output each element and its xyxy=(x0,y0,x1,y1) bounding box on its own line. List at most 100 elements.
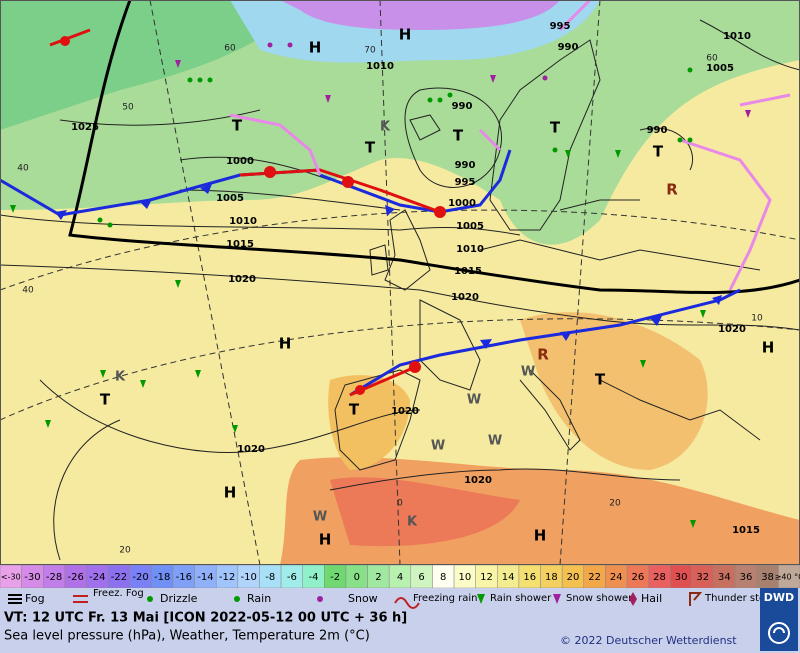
scale-label: 4 xyxy=(397,572,403,583)
thunderstorm-mark: R xyxy=(537,346,549,364)
scale-label: <-30 xyxy=(1,573,21,582)
scale-label: 2 xyxy=(375,572,381,583)
scale-label: -12 xyxy=(219,572,235,583)
scale-label: -10 xyxy=(240,572,256,583)
high-center: H xyxy=(534,527,547,545)
legend-label: Freezing rain xyxy=(413,593,477,604)
fog-icon xyxy=(8,594,22,604)
precip-symbols xyxy=(10,67,706,528)
warm-air-mark: W xyxy=(488,434,502,449)
temperature-scale: <-30 -30 -28 -26 -24 -22 -20 -18 -16 -14 -12 -10 -8-… xyxy=(0,565,800,588)
cold-front xyxy=(319,149,512,214)
valid-time: VT: 12 UTC Fr. 13 Mai [ICON 2022-05-12 0… xyxy=(4,611,407,626)
legend-label: Rain shower xyxy=(490,593,552,604)
logo-box xyxy=(760,588,798,651)
scale-label: -30 xyxy=(24,572,40,583)
legend-label: Rain xyxy=(247,592,271,605)
logo-swirl xyxy=(768,622,791,644)
warm-air-mark: W xyxy=(313,510,327,525)
isobar-label: 1010 xyxy=(723,31,751,42)
legend-label: Snow xyxy=(348,592,378,605)
high-center: H xyxy=(319,531,332,549)
low-center: T xyxy=(232,117,243,135)
scale-label: -16 xyxy=(176,572,192,583)
isobars xyxy=(0,19,800,561)
occlusion xyxy=(478,0,791,291)
isobar-label: 1005 xyxy=(706,63,734,74)
cold-air-mark: K xyxy=(380,120,391,135)
scale-label: 6 xyxy=(418,572,424,583)
graticule-label: 10 xyxy=(751,314,763,324)
scale-label: 36 xyxy=(740,572,753,583)
high-center: H xyxy=(399,26,412,44)
scale-label: ≥40 °C xyxy=(775,573,800,582)
graticule xyxy=(0,0,800,565)
legend-label: Freez. Fog xyxy=(93,588,144,599)
isobar-label: 995 xyxy=(455,177,476,188)
scale-label: 18 xyxy=(545,572,558,583)
high-center: H xyxy=(279,335,292,353)
warm-air-mark: W xyxy=(431,439,445,454)
scale-label: 28 xyxy=(653,572,666,583)
scale-label: 8 xyxy=(440,572,446,583)
legend-footer: Fog Freez. Fog Drizzle Rain Snow Freezin… xyxy=(0,588,800,653)
isobar-1015 xyxy=(68,0,800,294)
scale-label: 14 xyxy=(502,572,515,583)
scale-label: -8 xyxy=(265,572,275,583)
scale-label: 22 xyxy=(588,572,601,583)
scale-label: 30 xyxy=(675,572,688,583)
low-center: T xyxy=(349,401,360,419)
scale-label: -18 xyxy=(154,572,170,583)
isobar-label: 1020 xyxy=(464,475,492,486)
snow-symbols xyxy=(175,42,751,118)
high-center: H xyxy=(309,39,322,57)
hot-area xyxy=(330,477,520,547)
scale-label: 0 xyxy=(354,572,360,583)
scale-label: 32 xyxy=(696,572,709,583)
freezing-fog-icon xyxy=(73,595,88,603)
graticule-label: 20 xyxy=(609,499,621,509)
scale-label: 26 xyxy=(631,572,644,583)
isobar-label: 990 xyxy=(647,125,668,136)
isobar-label: 990 xyxy=(558,42,579,53)
isobar-label: 1010 xyxy=(456,244,484,255)
subtitle: Sea level pressure (hPa), Weather, Tempe… xyxy=(4,629,370,644)
isobar-label: 1020 xyxy=(391,406,419,417)
low-center: T xyxy=(453,127,464,145)
scale-label: -20 xyxy=(132,572,148,583)
scale-label: 16 xyxy=(523,572,536,583)
isobar-label: 995 xyxy=(550,21,571,32)
scale-label: 12 xyxy=(480,572,493,583)
scale-label: -14 xyxy=(197,572,213,583)
snow-shower-icon xyxy=(553,594,561,604)
logo-text: DWD xyxy=(764,591,794,604)
scale-label: 20 xyxy=(567,572,580,583)
low-center: T xyxy=(595,371,606,389)
freezing-rain-icon xyxy=(394,597,420,609)
isobar-label: 990 xyxy=(455,160,476,171)
hail-icon xyxy=(629,592,637,606)
scale-label: 34 xyxy=(718,572,731,583)
isobar-label: 1025 xyxy=(71,122,99,133)
cold-air-mark: K xyxy=(115,370,126,385)
copyright: © 2022 Deutscher Wetterdienst xyxy=(560,634,737,647)
isobar-label: 1020 xyxy=(237,444,265,455)
scale-label: -22 xyxy=(111,572,127,583)
cold-area xyxy=(280,0,560,30)
isobar-label: 1015 xyxy=(226,239,254,250)
graticule-label: 20 xyxy=(119,546,131,556)
legend-label: Snow shower xyxy=(566,593,633,604)
scale-label: -26 xyxy=(68,572,84,583)
graticule-label: 60 xyxy=(224,44,236,54)
isobar-label: 1020 xyxy=(451,292,479,303)
scale-label: -24 xyxy=(89,572,105,583)
thunderstorm-icon xyxy=(689,592,703,606)
scale-label: 24 xyxy=(610,572,623,583)
scale-label: -2 xyxy=(330,572,340,583)
graticule-label: 50 xyxy=(122,103,134,113)
isobar-label: 1005 xyxy=(216,193,244,204)
scale-label: 10 xyxy=(458,572,471,583)
low-center: T xyxy=(550,119,561,137)
weather-map: 1025 1000 1005 1010 1015 1020 1020 1020 … xyxy=(0,0,800,565)
scale-label: -28 xyxy=(46,572,62,583)
